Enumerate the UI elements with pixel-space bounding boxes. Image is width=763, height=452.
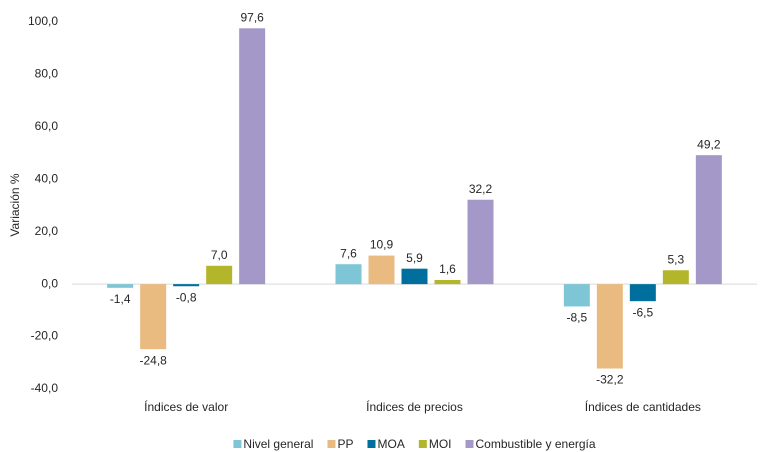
bar bbox=[695, 155, 722, 285]
data-label: 5,3 bbox=[667, 252, 684, 266]
data-label: -6,5 bbox=[632, 305, 653, 319]
data-label: -24,8 bbox=[139, 353, 167, 367]
y-tick-label: -20,0 bbox=[31, 329, 59, 343]
bar bbox=[563, 284, 590, 307]
y-tick-label: 20,0 bbox=[35, 224, 59, 238]
bar bbox=[662, 270, 689, 285]
bar bbox=[368, 255, 395, 285]
bar bbox=[629, 284, 656, 302]
data-label: -32,2 bbox=[596, 373, 624, 387]
data-label: 10,9 bbox=[370, 238, 394, 252]
y-tick-label: 40,0 bbox=[35, 171, 59, 185]
data-label: 7,6 bbox=[340, 246, 357, 260]
legend-swatch bbox=[327, 440, 336, 448]
legend-label: PP bbox=[337, 437, 353, 451]
legend-swatch bbox=[418, 440, 427, 448]
data-label: 7,0 bbox=[211, 248, 228, 262]
x-tick-label: Índices de precios bbox=[366, 399, 463, 414]
data-label: 5,9 bbox=[406, 251, 423, 265]
data-label: -8,5 bbox=[566, 311, 587, 325]
bar bbox=[335, 264, 362, 285]
data-label: 1,6 bbox=[439, 262, 456, 276]
y-tick-label: 100,0 bbox=[28, 14, 58, 28]
bar bbox=[173, 284, 200, 287]
bar bbox=[239, 28, 266, 285]
legend-swatch bbox=[367, 440, 376, 448]
bar bbox=[401, 268, 428, 285]
x-tick-label: Índices de cantidades bbox=[585, 399, 701, 414]
legend-swatch bbox=[465, 440, 474, 448]
y-tick-label: 80,0 bbox=[35, 67, 59, 81]
data-label: 32,2 bbox=[469, 182, 493, 196]
y-tick-label: 0,0 bbox=[41, 276, 58, 290]
data-label: 49,2 bbox=[697, 137, 721, 151]
y-tick-label: -40,0 bbox=[31, 381, 59, 395]
y-tick-label: 60,0 bbox=[35, 119, 59, 133]
bar bbox=[107, 284, 134, 288]
bar bbox=[140, 284, 167, 350]
legend-label: Nivel general bbox=[243, 437, 313, 451]
legend-label: MOA bbox=[377, 437, 404, 451]
x-tick-label: Índices de valor bbox=[144, 399, 228, 414]
bar bbox=[206, 265, 233, 285]
y-axis-label: Variación % bbox=[8, 173, 22, 236]
bar bbox=[467, 199, 494, 285]
data-label: -1,4 bbox=[110, 292, 131, 306]
legend-label: Combustible y energía bbox=[476, 437, 596, 451]
data-label: 97,6 bbox=[240, 10, 264, 24]
bar bbox=[434, 279, 461, 285]
data-label: -0,8 bbox=[176, 290, 197, 304]
legend-swatch bbox=[233, 440, 242, 448]
bar bbox=[596, 284, 623, 369]
legend-label: MOI bbox=[429, 437, 452, 451]
